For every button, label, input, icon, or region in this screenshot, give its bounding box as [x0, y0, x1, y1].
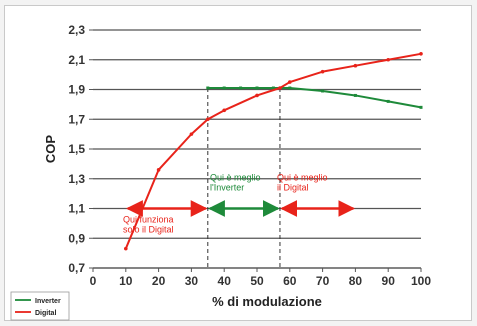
annotation-label: Qui funziona	[123, 215, 174, 225]
data-point-inverter	[271, 86, 275, 90]
x-tick-label: 60	[283, 274, 297, 288]
y-tick-label: 1,3	[68, 172, 85, 186]
chart-frame: 0,7 0,9 1,1 1,3 1,5 1,7 1,9 2,1 2,3 0 10 20 30 40 50 60…	[4, 5, 472, 321]
data-point-inverter	[419, 105, 423, 109]
annotation-label: l'Inverter	[210, 183, 244, 193]
annotation-label: solo il Digital	[123, 225, 174, 235]
x-tick-label: 0	[90, 274, 97, 288]
y-tick-label: 2,3	[68, 23, 85, 37]
legend-box	[10, 291, 70, 321]
data-point-inverter	[288, 86, 292, 90]
y-tick-label: 0,9	[68, 231, 85, 245]
y-tick-label: 1,9	[68, 83, 85, 97]
series-line-digital	[124, 52, 422, 250]
data-point-inverter	[239, 86, 243, 90]
legend-label-digital: Digital	[35, 310, 56, 317]
y-tick-label: 0,7	[68, 261, 85, 275]
data-point-digital	[419, 52, 423, 56]
y-tick-label: 1,7	[68, 112, 85, 126]
y-axis-title: COP	[43, 135, 58, 164]
x-tick-label: 100	[411, 274, 431, 288]
x-tick-label: 70	[316, 274, 330, 288]
data-point-digital	[320, 69, 325, 74]
data-point-digital	[222, 108, 226, 113]
y-tick-label: 1,1	[68, 202, 85, 216]
x-tick-label: 50	[250, 274, 264, 288]
x-tick-label: 30	[185, 274, 199, 288]
annotation-label: Qui è meglio	[277, 173, 328, 183]
y-tick-label: 1,5	[68, 142, 85, 156]
x-axis-title: % di modulazione	[212, 294, 322, 309]
data-point-inverter	[386, 99, 390, 103]
data-point-inverter	[321, 89, 325, 93]
line-chart: 0,7 0,9 1,1 1,3 1,5 1,7 1,9 2,1 2,3 0 10 20 30 40 50 60…	[10, 23, 431, 321]
annotation-label: Qui è meglio	[210, 173, 261, 183]
data-point-digital	[288, 80, 292, 84]
data-point-inverter	[222, 86, 226, 90]
annotation-label: il Digital	[277, 183, 309, 193]
x-tick-label: 10	[119, 274, 133, 288]
data-point-digital	[353, 63, 358, 68]
x-tick-label: 40	[218, 274, 232, 288]
x-tick-label: 80	[349, 274, 363, 288]
data-point-digital	[156, 168, 161, 172]
data-point-digital	[206, 117, 210, 122]
x-tick-label: 90	[382, 274, 396, 288]
data-point-digital	[124, 246, 128, 251]
legend-label-inverter: Inverter	[35, 298, 61, 305]
x-tick-label: 20	[152, 274, 166, 288]
data-point-inverter	[206, 86, 210, 90]
data-point-inverter	[353, 93, 357, 97]
data-point-digital	[255, 93, 259, 98]
legend: Inverter Digital	[10, 291, 70, 321]
y-tick-label: 2,1	[68, 53, 85, 67]
data-point-inverter	[255, 86, 259, 90]
data-point-digital	[189, 132, 194, 136]
data-point-digital	[386, 57, 391, 62]
data-point-digital	[278, 86, 282, 90]
